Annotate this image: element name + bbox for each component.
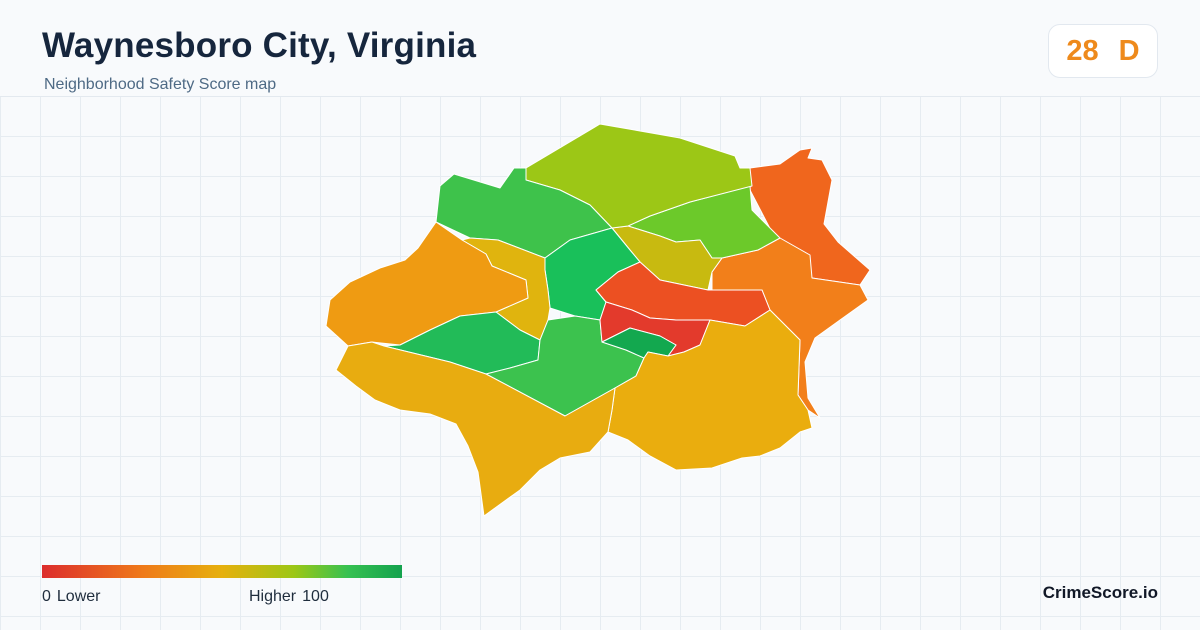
page-title: Waynesboro City, Virginia: [42, 26, 477, 65]
legend-min-label: Lower: [56, 588, 101, 605]
legend-low-label: 0 Lower: [42, 588, 100, 606]
safety-score-badge: 28 D: [1048, 24, 1158, 78]
page-subtitle: Neighborhood Safety Score map: [44, 76, 277, 93]
safety-score-grade: D: [1118, 34, 1140, 67]
neighborhood-downtown-green[interactable]: [601, 327, 677, 359]
brand-logo-text[interactable]: CrimeScore.io: [1042, 583, 1158, 602]
legend-max-value: 100: [302, 588, 329, 605]
legend-high-label: Higher 100: [249, 588, 329, 606]
header-divider: [0, 96, 1200, 97]
neighborhood-southeast[interactable]: [607, 309, 813, 471]
safety-score-value: 28: [1066, 34, 1099, 67]
neighborhood-south[interactable]: [335, 341, 616, 517]
legend-max-label: Higher: [249, 588, 297, 605]
legend-min-value: 0: [42, 588, 51, 605]
legend-gradient-bar: [42, 565, 402, 578]
